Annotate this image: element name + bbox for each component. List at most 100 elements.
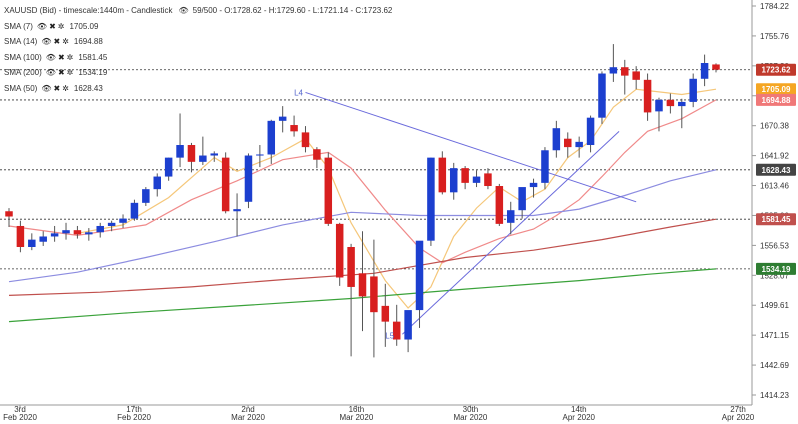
gear-icon[interactable]: ✲	[66, 68, 74, 77]
gear-icon[interactable]: ✲	[62, 37, 69, 46]
candle[interactable]	[164, 157, 173, 181]
candle-body	[609, 67, 618, 74]
candle[interactable]	[5, 208, 13, 228]
candle[interactable]	[427, 157, 435, 246]
legend-item-sma200[interactable]: SMA (200) 👁 ✖ ✲ 1534.19	[4, 65, 392, 81]
candle[interactable]	[256, 145, 264, 168]
candle[interactable]	[244, 153, 253, 209]
x-tick-label: Mar 2020	[339, 413, 373, 422]
candle[interactable]	[552, 120, 561, 158]
candle[interactable]	[541, 147, 549, 190]
eye-icon[interactable]: 👁	[45, 68, 56, 77]
legend-item-sma100[interactable]: SMA (100) 👁 ✖ ✲ 1581.45	[4, 50, 392, 66]
close-icon[interactable]: ✖	[49, 21, 56, 31]
candle[interactable]	[666, 93, 675, 114]
close-icon[interactable]: ✖	[57, 68, 65, 77]
candle[interactable]	[16, 220, 25, 253]
eye-icon[interactable]: 👁	[41, 83, 52, 93]
close-icon[interactable]: ✖	[57, 52, 65, 62]
candle[interactable]	[518, 187, 526, 219]
eye-icon[interactable]: 👁	[45, 52, 56, 62]
candle[interactable]	[529, 178, 538, 198]
gear-icon[interactable]: ✲	[66, 52, 74, 62]
candle[interactable]	[643, 73, 652, 121]
wave-label: L4	[294, 89, 303, 98]
eye-icon[interactable]: 👁	[36, 21, 48, 31]
y-tick-label: 1471.15	[760, 331, 789, 340]
candle[interactable]	[153, 173, 161, 197]
candle[interactable]	[62, 222, 70, 240]
candle[interactable]	[107, 220, 116, 232]
candle[interactable]	[621, 59, 629, 95]
eye-icon[interactable]: 👁	[178, 6, 189, 15]
candle[interactable]	[28, 233, 36, 251]
candle[interactable]	[347, 243, 355, 357]
legend-item-sma7[interactable]: SMA (7) 👁 ✖ ✲ 1705.09	[4, 19, 392, 35]
candle[interactable]	[449, 162, 458, 200]
candle[interactable]	[119, 214, 127, 229]
close-icon[interactable]: ✖	[53, 83, 61, 93]
candle[interactable]	[609, 44, 618, 82]
candle[interactable]	[221, 152, 230, 214]
candle-body	[221, 157, 230, 212]
candle[interactable]	[358, 231, 367, 332]
candle[interactable]	[392, 304, 401, 346]
candle[interactable]	[495, 183, 504, 226]
candle[interactable]	[484, 168, 492, 190]
candle[interactable]	[50, 225, 59, 242]
candle[interactable]	[85, 228, 93, 241]
candle[interactable]	[415, 240, 424, 328]
candle[interactable]	[472, 170, 481, 188]
candle[interactable]	[301, 126, 310, 153]
candle[interactable]	[381, 283, 390, 347]
candle[interactable]	[335, 222, 344, 286]
candle[interactable]	[632, 66, 640, 90]
candle[interactable]	[199, 136, 207, 165]
candle[interactable]	[210, 151, 219, 162]
candle[interactable]	[575, 136, 583, 158]
legend-item-sma14[interactable]: SMA (14) 👁 ✖ ✲ 1694.88	[4, 34, 392, 50]
candle[interactable]	[370, 239, 378, 358]
legend-item-sma50[interactable]: SMA (50) 👁 ✖ ✲ 1628.43	[4, 81, 392, 97]
candle-body	[119, 218, 127, 223]
candle-body	[210, 153, 219, 156]
gear-icon[interactable]: ✲	[62, 83, 69, 93]
candle[interactable]	[461, 166, 469, 190]
trendline[interactable]	[305, 91, 637, 203]
candle[interactable]	[290, 115, 298, 137]
candle[interactable]	[278, 106, 287, 133]
candle[interactable]	[404, 310, 412, 353]
candle[interactable]	[598, 71, 606, 124]
candle[interactable]	[678, 98, 686, 129]
candle[interactable]	[73, 225, 82, 239]
candle[interactable]	[233, 193, 241, 237]
eye-icon[interactable]: 👁	[41, 37, 52, 46]
candle[interactable]	[689, 73, 697, 108]
candle[interactable]	[267, 119, 276, 164]
candle[interactable]	[564, 132, 572, 158]
moving-average-line	[8, 99, 717, 264]
candle-body	[278, 116, 287, 121]
candle[interactable]	[586, 115, 595, 153]
candle[interactable]	[313, 147, 321, 169]
candle[interactable]	[438, 151, 447, 195]
candle[interactable]	[324, 152, 333, 226]
candle[interactable]	[506, 201, 515, 235]
candle[interactable]	[187, 142, 196, 173]
candle[interactable]	[130, 199, 139, 221]
candle[interactable]	[39, 231, 47, 246]
candle[interactable]	[712, 63, 720, 73]
price-tag-box	[756, 163, 796, 176]
candle-body	[541, 150, 549, 183]
close-icon[interactable]: ✖	[53, 37, 61, 46]
gear-icon[interactable]: ✲	[57, 21, 65, 31]
candle[interactable]	[176, 113, 184, 168]
price-tag-label: 1534.19	[762, 265, 791, 274]
candle[interactable]	[96, 222, 104, 238]
candle[interactable]	[655, 97, 663, 132]
price-tag-label: 1723.62	[762, 66, 791, 75]
candle[interactable]	[700, 54, 709, 87]
candle[interactable]	[142, 187, 150, 206]
